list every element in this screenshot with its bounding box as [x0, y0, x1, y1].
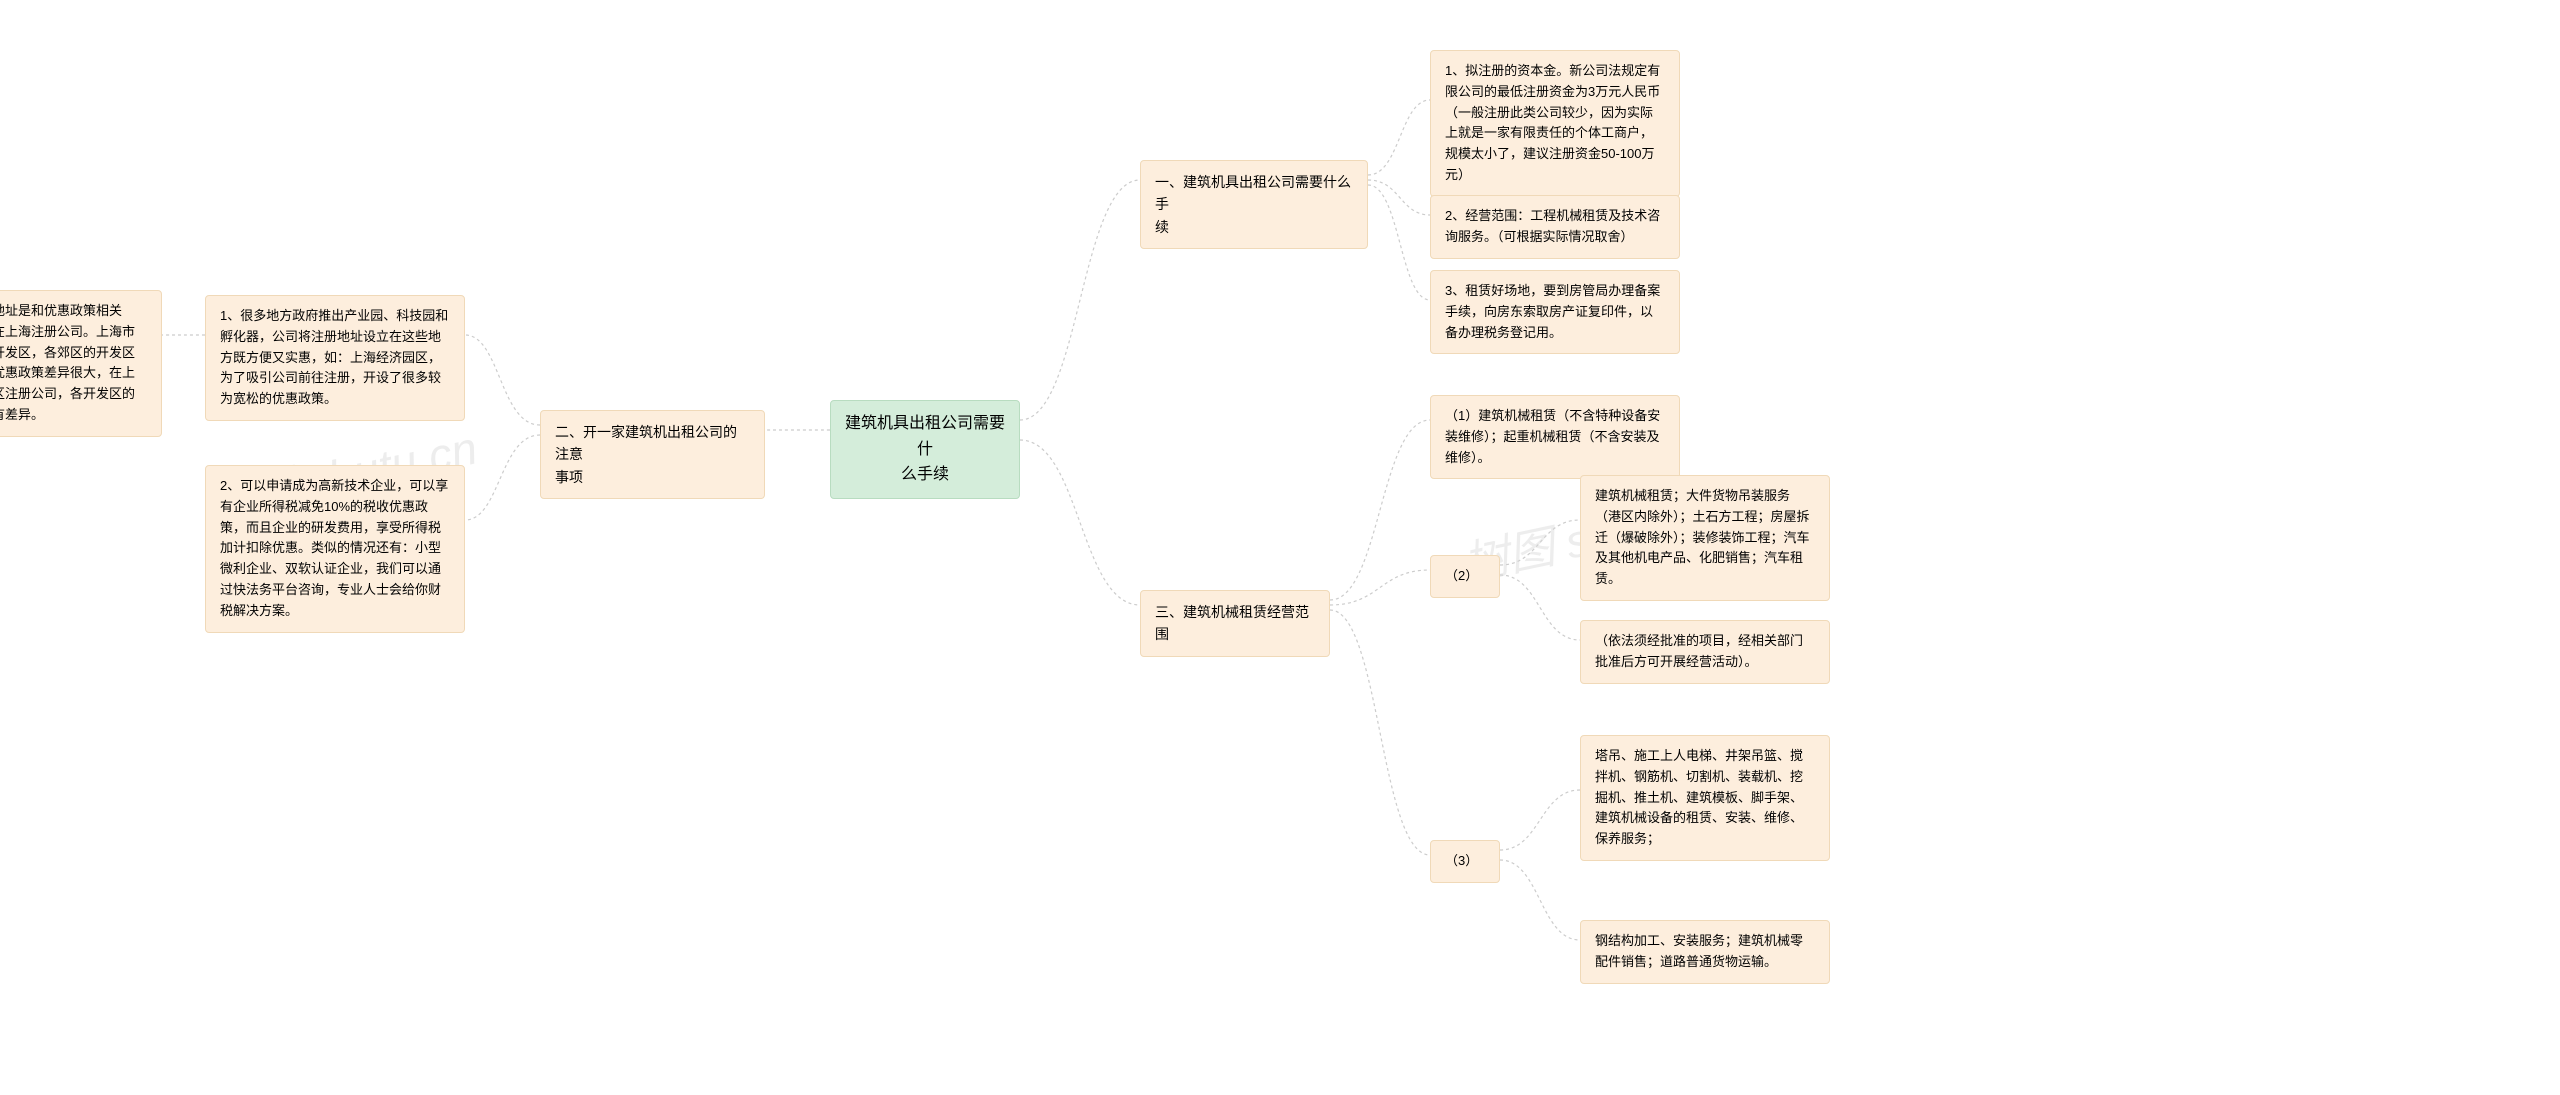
- branch-3-sub3-a: 塔吊、施工上人电梯、井架吊篮、搅拌机、钢筋机、切割机、装载机、挖掘机、推土机、建…: [1580, 735, 1830, 861]
- branch-2-line1: 二、开一家建筑机出租公司的注意: [555, 424, 737, 462]
- branch-2-line2: 事项: [555, 469, 583, 485]
- branch-2-leaf-1: 1、很多地方政府推出产业园、科技园和孵化器，公司将注册地址设立在这些地方既方便又…: [205, 295, 465, 421]
- branch-3-leaf-1: （1）建筑机械租赁（不含特种设备安装维修）；起重机械租赁（不含安装及维修）。: [1430, 395, 1680, 479]
- branch-3-sub2-a: 建筑机械租赁；大件货物吊装服务（港区内除外）；土石方工程；房屋拆迁（爆破除外）；…: [1580, 475, 1830, 601]
- root-line2: 么手续: [901, 466, 949, 483]
- branch-3-sub3-b: 钢结构加工、安装服务；建筑机械零配件销售；道路普通货物运输。: [1580, 920, 1830, 984]
- root-line1: 建筑机具出租公司需要什: [845, 415, 1005, 458]
- branch-1-leaf-1: 1、拟注册的资本金。新公司法规定有限公司的最低注册资金为3万元人民币（一般注册此…: [1430, 50, 1680, 197]
- branch-3-sub2-label: （2）: [1430, 555, 1500, 598]
- branch-2-leaf-2: 2、可以申请成为高新技术企业，可以享有企业所得税减免10%的税收优惠政策，而且企…: [205, 465, 465, 633]
- root-node: 建筑机具出租公司需要什 么手续: [830, 400, 1020, 499]
- branch-1: 一、建筑机具出租公司需要什么手 续: [1140, 160, 1368, 249]
- branch-1-line1: 一、建筑机具出租公司需要什么手: [1155, 174, 1351, 212]
- branch-1-leaf-3: 3、租赁好场地，要到房管局办理备案手续，向房东索取房产证复印件，以备办理税务登记…: [1430, 270, 1680, 354]
- branch-3-sub2-b: （依法须经批准的项目，经相关部门批准后方可开展经营活动）。: [1580, 620, 1830, 684]
- branch-3-sub3-label: （3）: [1430, 840, 1500, 883]
- branch-1-line2: 续: [1155, 219, 1169, 235]
- branch-1-leaf-2: 2、经营范围：工程机械租赁及技术咨询服务。（可根据实际情况取舍）: [1430, 195, 1680, 259]
- branch-3: 三、建筑机械租赁经营范围: [1140, 590, 1330, 657]
- branch-2: 二、开一家建筑机出租公司的注意 事项: [540, 410, 765, 499]
- branch-2-leaf-1-sub: 另外，注册地址是和优惠政策相关的，特别是在上海注册公司。上海市区与郊区的开发区，…: [0, 290, 162, 437]
